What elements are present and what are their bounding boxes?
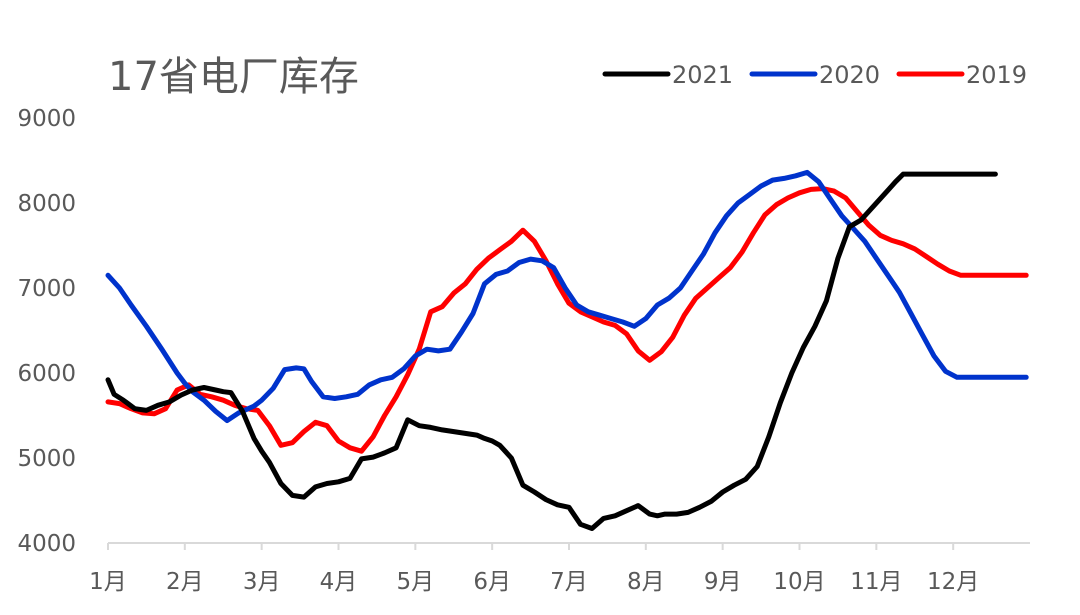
- x-tick-label: 6月: [473, 569, 511, 595]
- legend-label-2019: 2019: [966, 61, 1027, 89]
- x-tick-label: 9月: [704, 569, 742, 595]
- legend-label-2021: 2021: [672, 61, 733, 89]
- x-tick-label: 3月: [243, 569, 281, 595]
- legend-label-2020: 2020: [819, 61, 880, 89]
- chart-title: 17省电厂库存: [108, 54, 359, 100]
- legend: 2021 2020 2019: [602, 61, 1027, 89]
- x-tick-label: 8月: [627, 569, 665, 595]
- x-tick-label: 1月: [89, 569, 127, 595]
- y-tick-label: 9000: [17, 106, 76, 132]
- series-line-2020: [105, 169, 1029, 424]
- y-tick-label: 7000: [17, 276, 76, 302]
- x-tick-label: 5月: [397, 569, 435, 595]
- x-tick-label: 2月: [166, 569, 204, 595]
- x-tick-label: 10月: [773, 569, 825, 595]
- y-tick-label: 8000: [17, 191, 76, 217]
- x-tick-label: 4月: [320, 569, 358, 595]
- series-layer: [105, 169, 1029, 531]
- y-tick-label: 4000: [17, 531, 76, 557]
- x-tick-label: 12月: [927, 569, 979, 595]
- y-tick-label: 5000: [17, 446, 76, 472]
- x-axis: 1月 2月 3月 4月 5月 6月 7月 8月 9月 10月 11月 12月: [89, 542, 1030, 595]
- y-tick-label: 6000: [17, 361, 76, 387]
- series-line-2021: [105, 171, 998, 531]
- x-tick-label: 7月: [550, 569, 588, 595]
- y-axis: 9000 8000 7000 6000 5000 4000: [17, 106, 76, 557]
- x-tick-label: 11月: [850, 569, 902, 595]
- series-line-2019: [105, 186, 1029, 454]
